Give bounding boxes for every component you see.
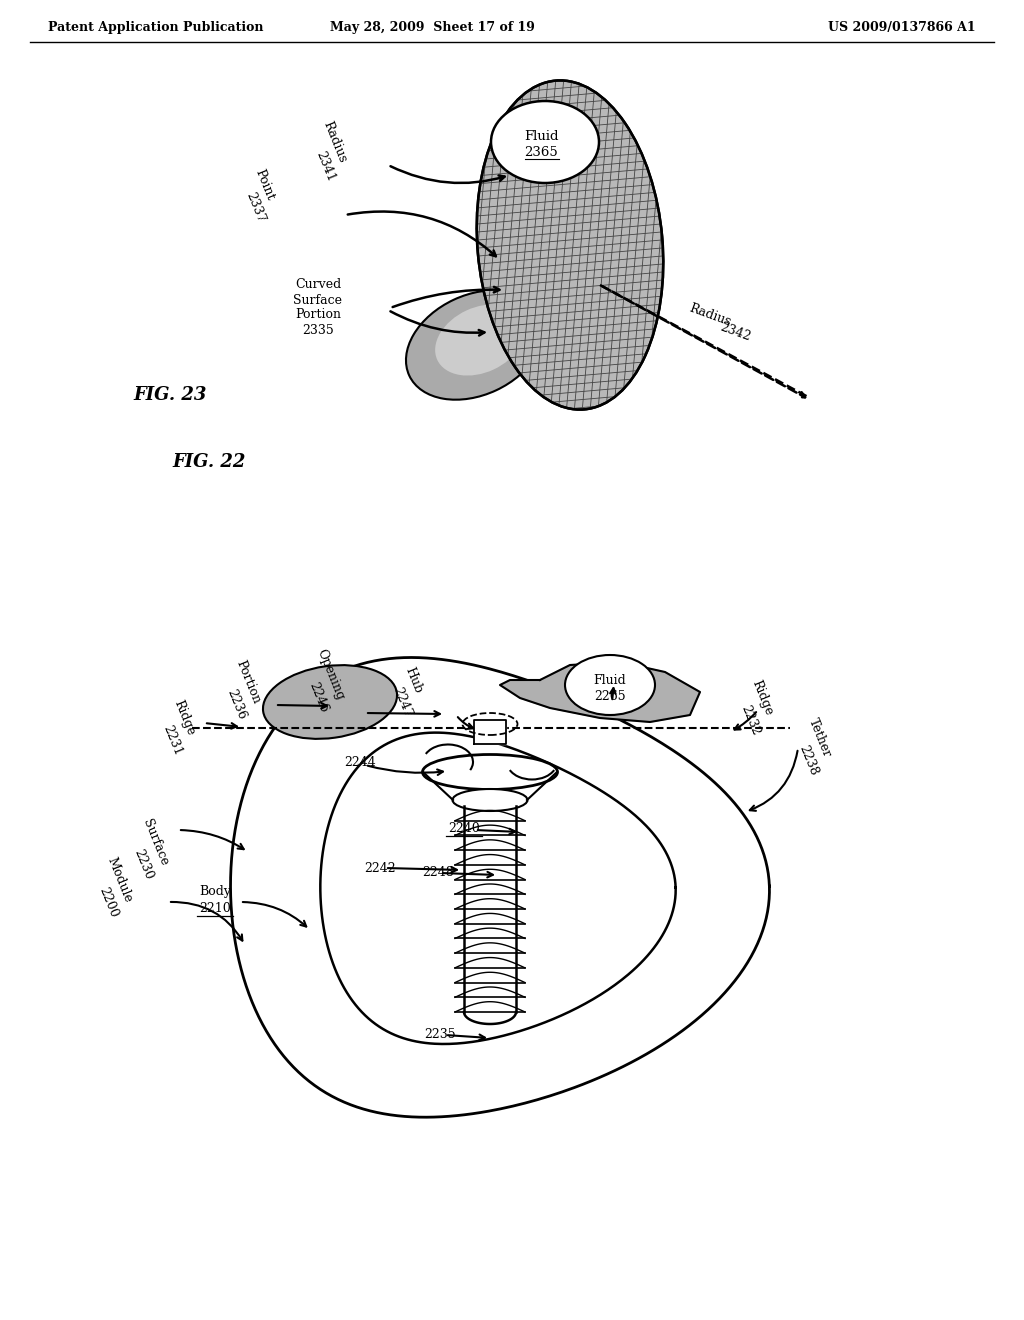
Ellipse shape bbox=[263, 665, 397, 739]
Text: 2242: 2242 bbox=[365, 862, 396, 874]
Text: Body: Body bbox=[199, 886, 231, 899]
Text: Surface: Surface bbox=[140, 817, 170, 867]
Polygon shape bbox=[474, 719, 506, 744]
Text: Point: Point bbox=[253, 168, 278, 202]
Polygon shape bbox=[464, 807, 516, 1012]
Text: May 28, 2009  Sheet 17 of 19: May 28, 2009 Sheet 17 of 19 bbox=[330, 21, 535, 33]
Text: 2244: 2244 bbox=[344, 755, 376, 768]
Text: Portion: Portion bbox=[295, 309, 341, 322]
Polygon shape bbox=[500, 663, 700, 722]
Text: 2341: 2341 bbox=[313, 149, 337, 183]
Text: Opening: Opening bbox=[314, 648, 346, 702]
Text: 2342: 2342 bbox=[718, 321, 753, 343]
Text: 2248: 2248 bbox=[422, 866, 454, 879]
Text: 2210: 2210 bbox=[199, 902, 230, 915]
Text: Patent Application Publication: Patent Application Publication bbox=[48, 21, 263, 33]
Text: Ridge: Ridge bbox=[171, 698, 197, 738]
Text: Surface: Surface bbox=[294, 293, 342, 306]
Text: Radius: Radius bbox=[321, 119, 349, 165]
Text: Hub: Hub bbox=[402, 665, 425, 696]
Text: US 2009/0137866 A1: US 2009/0137866 A1 bbox=[828, 21, 976, 33]
Text: 2236: 2236 bbox=[224, 686, 248, 721]
Text: 2231: 2231 bbox=[160, 723, 184, 758]
Ellipse shape bbox=[490, 102, 599, 183]
Text: Portion: Portion bbox=[233, 659, 262, 706]
Ellipse shape bbox=[423, 755, 557, 789]
Text: 2247: 2247 bbox=[390, 685, 414, 719]
Text: FIG. 22: FIG. 22 bbox=[172, 453, 246, 471]
Text: Ridge: Ridge bbox=[749, 678, 775, 718]
Text: Module: Module bbox=[105, 855, 135, 904]
Text: 2230: 2230 bbox=[131, 847, 155, 882]
Ellipse shape bbox=[453, 789, 527, 810]
Polygon shape bbox=[230, 657, 769, 1117]
Text: Radius: Radius bbox=[687, 301, 733, 329]
Text: 2246: 2246 bbox=[306, 680, 330, 714]
Text: 2232: 2232 bbox=[738, 704, 762, 737]
Polygon shape bbox=[321, 733, 676, 1044]
Text: 2240: 2240 bbox=[449, 821, 480, 834]
Ellipse shape bbox=[406, 290, 544, 400]
Text: 2365: 2365 bbox=[524, 145, 558, 158]
Text: Curved: Curved bbox=[295, 279, 341, 292]
Text: 2200: 2200 bbox=[96, 884, 120, 919]
Text: 2337: 2337 bbox=[243, 190, 267, 224]
Text: FIG. 23: FIG. 23 bbox=[133, 385, 207, 404]
Ellipse shape bbox=[477, 81, 664, 409]
Text: 2235: 2235 bbox=[424, 1028, 456, 1041]
Ellipse shape bbox=[435, 305, 525, 376]
Ellipse shape bbox=[565, 655, 655, 715]
Text: 2238: 2238 bbox=[796, 743, 820, 777]
Text: 2335: 2335 bbox=[302, 323, 334, 337]
Text: Fluid: Fluid bbox=[523, 129, 558, 143]
Text: Tether: Tether bbox=[806, 717, 834, 759]
Text: 2265: 2265 bbox=[594, 689, 626, 702]
Text: Fluid: Fluid bbox=[594, 673, 627, 686]
